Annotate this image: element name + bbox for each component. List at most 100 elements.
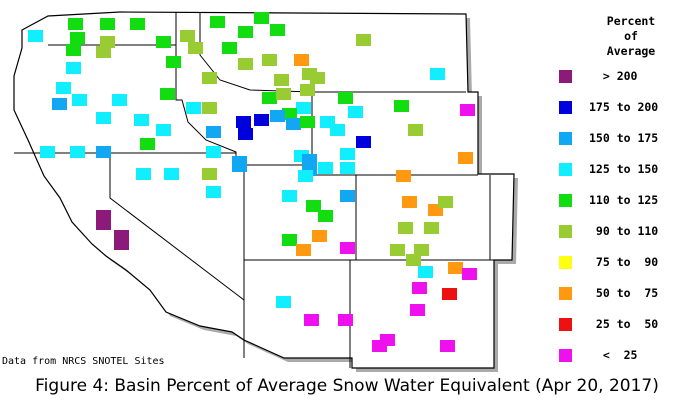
legend-swatch	[559, 318, 572, 331]
basin-site-marker	[340, 148, 355, 160]
basin-site-marker	[330, 124, 345, 136]
basin-site-marker	[206, 146, 221, 158]
basin-site-marker	[356, 34, 371, 46]
legend-label: 90 to 110	[589, 224, 659, 238]
basin-site-marker	[340, 242, 355, 254]
basin-site-marker	[340, 162, 355, 174]
basin-site-marker	[254, 114, 269, 126]
legend-item-125-150: 125 to 150	[559, 162, 694, 177]
legend-swatch	[559, 101, 572, 114]
legend-title-line: Percent	[606, 14, 656, 28]
basin-site-marker	[100, 18, 115, 30]
basin-site-marker	[180, 30, 195, 42]
basin-site-marker	[136, 168, 151, 180]
basin-site-marker	[380, 334, 395, 346]
legend-item-90-110: 90 to 110	[559, 224, 694, 239]
basin-site-marker	[202, 102, 217, 114]
basin-site-marker	[210, 16, 225, 28]
legend-swatch	[559, 349, 572, 362]
basin-site-marker	[298, 170, 313, 182]
basin-site-marker	[72, 94, 87, 106]
basin-site-marker	[340, 190, 355, 202]
basin-site-marker	[140, 138, 155, 150]
basin-site-marker	[254, 12, 269, 24]
basin-site-marker	[296, 102, 311, 114]
basin-site-marker	[396, 170, 411, 182]
legend-swatch	[559, 287, 572, 300]
basin-site-marker	[460, 104, 475, 116]
basin-site-marker	[312, 230, 327, 242]
basin-site-marker	[402, 196, 417, 208]
basin-site-marker	[440, 340, 455, 352]
legend-label: > 200	[589, 69, 638, 83]
basin-site-marker	[424, 222, 439, 234]
basin-site-marker	[390, 244, 405, 256]
basin-site-marker	[66, 44, 81, 56]
legend-title: Percent of Average	[583, 14, 679, 59]
legend-swatch	[559, 225, 572, 238]
basin-site-marker	[232, 160, 247, 172]
basin-site-marker	[458, 152, 473, 164]
basin-site-marker	[156, 124, 171, 136]
basin-site-marker	[338, 92, 353, 104]
basin-site-marker	[238, 58, 253, 70]
data-source-credit: Data from NRCS SNOTEL Sites	[2, 356, 165, 367]
basin-site-marker	[286, 118, 301, 130]
basin-site-marker	[202, 72, 217, 84]
basin-site-marker	[28, 30, 43, 42]
legend-item-110-125: 110 to 125	[559, 193, 694, 208]
basin-site-marker	[96, 112, 111, 124]
legend-item-150-175: 150 to 175	[559, 131, 694, 146]
basin-site-marker	[188, 42, 203, 54]
legend-item-under-25: < 25	[559, 348, 694, 363]
basin-site-marker	[236, 116, 251, 128]
basin-site-marker	[282, 108, 297, 120]
basin-site-marker	[304, 314, 319, 326]
basin-site-marker	[318, 210, 333, 222]
legend-title-line: Average	[606, 44, 656, 58]
legend-swatch	[559, 194, 572, 207]
legend-title-line: of	[624, 29, 638, 43]
basin-site-marker	[114, 238, 129, 250]
legend-label: 110 to 125	[589, 193, 659, 207]
basin-site-marker	[202, 168, 217, 180]
state-border	[175, 12, 237, 165]
state-border	[109, 153, 245, 301]
legend-label: 75 to 90	[589, 255, 659, 269]
basin-site-marker	[222, 42, 237, 54]
basin-site-marker	[276, 296, 291, 308]
basin-site-marker	[130, 18, 145, 30]
basin-site-marker	[414, 244, 429, 256]
basin-site-marker	[70, 146, 85, 158]
legend-swatch	[559, 70, 572, 83]
basin-site-marker	[206, 186, 221, 198]
basin-site-marker	[112, 94, 127, 106]
legend-item-25-50: 25 to 50	[559, 317, 694, 332]
basin-site-marker	[310, 72, 325, 84]
legend-swatch	[559, 163, 572, 176]
figure-caption: Figure 4: Basin Percent of Average Snow …	[35, 376, 659, 396]
basin-site-marker	[238, 26, 253, 38]
basin-site-marker	[52, 98, 67, 110]
basin-site-marker	[96, 218, 111, 230]
basin-site-marker	[394, 100, 409, 112]
basin-site-marker	[166, 56, 181, 68]
basin-site-marker	[40, 146, 55, 158]
basin-site-marker	[300, 84, 315, 96]
legend-swatch	[559, 256, 572, 269]
basin-site-marker	[100, 36, 115, 48]
basin-site-marker	[300, 116, 315, 128]
legend-item-50-75: 50 to 75	[559, 286, 694, 301]
basin-site-marker	[462, 268, 477, 280]
basin-site-marker	[164, 168, 179, 180]
basin-site-marker	[348, 106, 363, 118]
western-us-outline	[13, 11, 515, 369]
basin-site-marker	[302, 154, 317, 166]
legend-label: 175 to 200	[589, 100, 659, 114]
basin-site-marker	[448, 262, 463, 274]
basin-site-marker	[134, 114, 149, 126]
basin-site-marker	[418, 266, 433, 278]
snotel-sites	[28, 12, 477, 352]
legend-item-75-90: 75 to 90	[559, 255, 694, 270]
basin-site-marker	[282, 234, 297, 246]
